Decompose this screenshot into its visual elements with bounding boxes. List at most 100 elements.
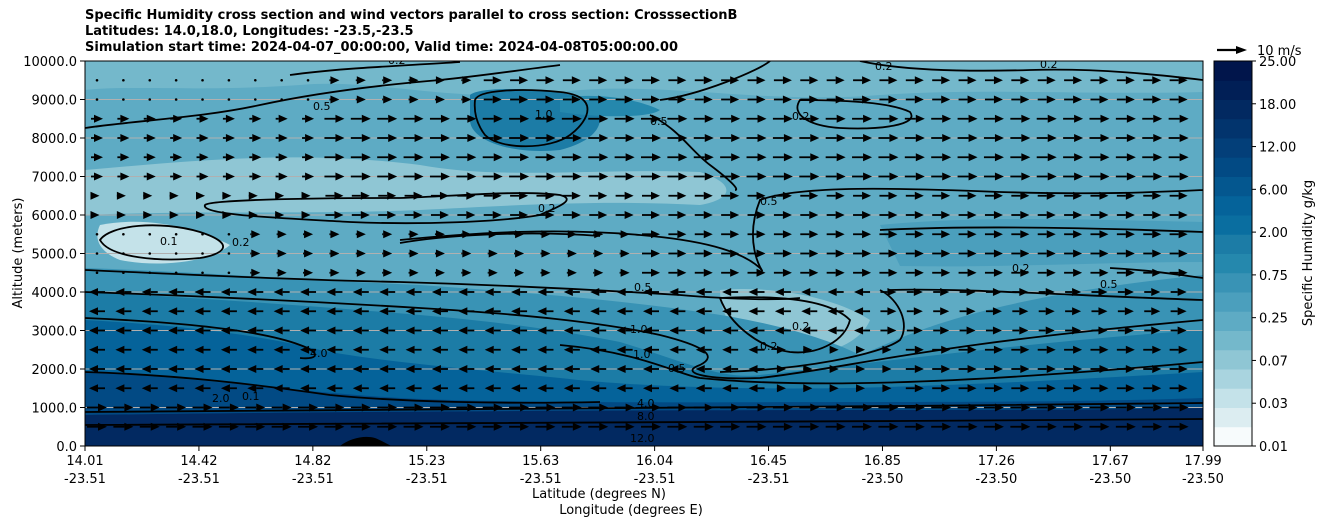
wind-arrow [382, 249, 393, 258]
wind-arrow-head [809, 95, 819, 104]
wind-arrow-head [652, 153, 661, 162]
y-tick-label: 0.0 [56, 440, 77, 455]
wind-arrow-head [757, 403, 767, 412]
chart-title-line-3: Simulation start time: 2024-04-07_00:00:… [85, 40, 678, 55]
wind-arrow [483, 211, 502, 219]
wind-arrow [482, 134, 503, 142]
wind-arrow-head [669, 288, 679, 296]
colorbar-segment [1214, 253, 1252, 274]
wind-arrow [958, 211, 977, 219]
wind-arrow [958, 76, 977, 85]
wind-key-label: 10 m/s [1257, 44, 1302, 59]
wind-arrow-head [941, 230, 951, 239]
wind-arrow [250, 268, 261, 277]
wind-arrow [984, 249, 1003, 258]
wind-arrow [434, 249, 445, 258]
wind-arrow-head [1153, 153, 1163, 162]
wind-arrow-head [1072, 326, 1082, 335]
wind-arrow-head [203, 422, 213, 431]
wind-arrow-head [1153, 134, 1163, 142]
wind-arrow [905, 95, 924, 104]
wind-arrow [589, 76, 608, 85]
wind-arrow [403, 172, 424, 181]
wind-arrow [694, 230, 713, 239]
x-axis: 14.01-23.5114.42-23.5114.82-23.5115.23-2… [64, 446, 1224, 487]
wind-arrow [615, 211, 634, 219]
wind-arrow-head [1153, 114, 1163, 123]
wind-arrow [430, 191, 449, 200]
wind-arrow [275, 172, 288, 181]
wind-arrow [853, 191, 872, 200]
wind-arrow [483, 95, 502, 104]
wind-arrow [329, 249, 340, 258]
wind-arrow [561, 114, 582, 123]
wind-arrow [721, 76, 740, 85]
wind-arrow [932, 268, 951, 277]
wind-arrow-head [1099, 268, 1109, 277]
wind-arrow-head [590, 384, 600, 393]
wind-arrow-head [511, 326, 521, 335]
wind-arrow-head [120, 172, 130, 181]
y-tick-label: 10000.0 [23, 55, 77, 70]
wind-arrow-head [590, 288, 600, 296]
wind-arrow [222, 153, 235, 162]
wind-arrow [379, 307, 396, 316]
wind-arrow-head [484, 326, 494, 335]
wind-arrow-head [882, 365, 892, 373]
wind-arrow-head [835, 268, 845, 277]
wind-arrow [117, 172, 130, 181]
wind-arrow [904, 134, 925, 142]
wind-arrow-head [488, 249, 498, 258]
wind-arrow [196, 153, 209, 162]
wind-arrow-dot [201, 271, 204, 275]
wind-arrow-head [1099, 365, 1109, 373]
wind-arrow-head [966, 326, 976, 335]
wind-arrow-head [810, 172, 820, 181]
wind-arrow-head [1021, 134, 1031, 142]
wind-arrow [143, 211, 153, 219]
wind-arrow [799, 134, 820, 142]
wind-arrow [588, 172, 609, 181]
wind-arrow [1142, 134, 1163, 142]
wind-arrow [746, 153, 767, 162]
colorbar-segment [1214, 195, 1252, 216]
wind-arrow [643, 307, 659, 316]
wind-arrow [772, 114, 793, 123]
wind-arrow-head [809, 76, 819, 85]
wind-arrow-head [913, 326, 923, 335]
wind-arrow-head [651, 211, 660, 219]
wind-arrow-head [1045, 307, 1055, 316]
wind-arrow [1142, 153, 1163, 162]
wind-arrow [273, 326, 290, 335]
wind-arrow-head [572, 153, 582, 162]
wind-arrow [695, 384, 712, 393]
wind-arrow-head [756, 76, 766, 85]
wind-arrow [1169, 191, 1188, 200]
wind-arrow-head [440, 172, 450, 181]
wind-arrow [89, 288, 105, 296]
wind-arrow-head [748, 365, 758, 373]
wind-arrow-head [625, 153, 635, 162]
wind-arrow-head [913, 307, 923, 316]
wind-arrow-head [888, 268, 898, 277]
wind-arrow [1115, 114, 1136, 123]
wind-vectors [87, 76, 1189, 431]
wind-arrow [227, 271, 231, 275]
wind-arrow-head [862, 268, 872, 277]
wind-arrow-head [942, 153, 952, 162]
wind-arrow [1010, 403, 1031, 412]
wind-arrow [382, 95, 393, 104]
wind-arrow-dot [148, 271, 152, 275]
y-tick-label: 8000.0 [32, 132, 78, 147]
wind-arrow [461, 95, 472, 104]
wind-arrow [302, 172, 315, 181]
wind-arrow-head [914, 211, 924, 219]
wind-arrow [379, 288, 396, 296]
wind-arrow [168, 345, 185, 354]
wind-arrow-head [599, 403, 609, 412]
wind-arrow [431, 326, 448, 335]
wind-arrow [116, 191, 126, 200]
wind-arrow [880, 288, 897, 296]
wind-arrow [329, 230, 340, 239]
wind-arrow-head [361, 172, 371, 181]
